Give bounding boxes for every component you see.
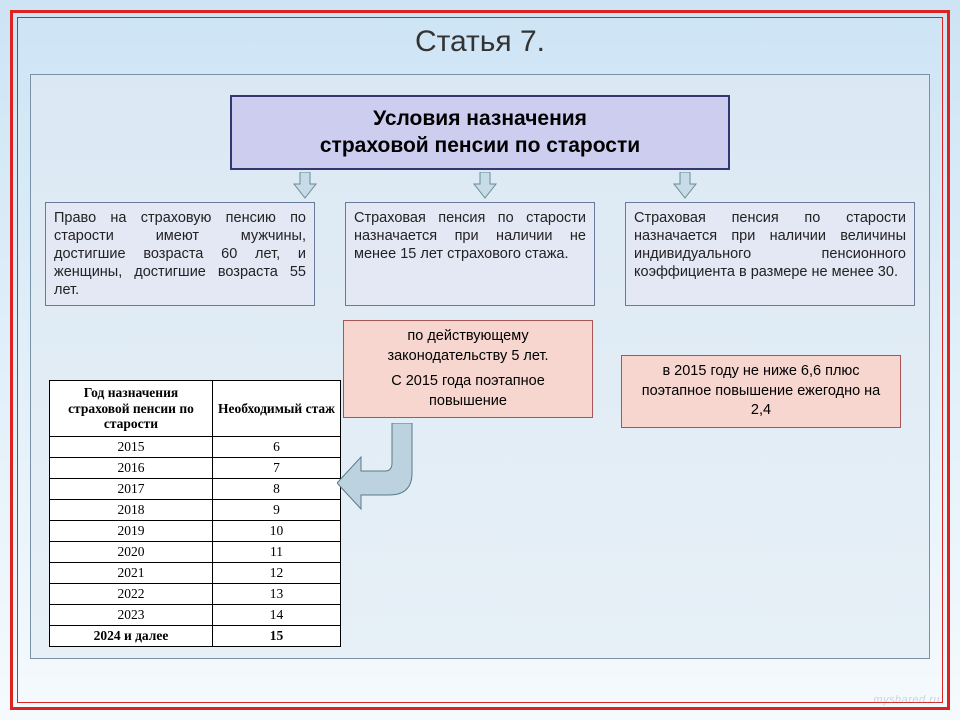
table-row: 20167 (50, 457, 341, 478)
table-row: 201910 (50, 520, 341, 541)
cell-stazh: 14 (212, 604, 340, 625)
cell-stazh: 9 (212, 499, 340, 520)
cell-stazh: 8 (212, 478, 340, 499)
note-coefficient: в 2015 году не ниже 6,6 плюс поэтапное п… (621, 355, 901, 428)
cell-stazh: 12 (212, 562, 340, 583)
stazh-table-wrap: Год назначения страховой пенсии по старо… (49, 380, 341, 647)
stazh-table: Год назначения страховой пенсии по старо… (49, 380, 341, 647)
content-panel: Условия назначения страховой пенсии по с… (30, 74, 930, 659)
table-row: 202314 (50, 604, 341, 625)
heading-line-1: Условия назначения (244, 105, 716, 132)
table-row: 202213 (50, 583, 341, 604)
cell-year: 2022 (50, 583, 213, 604)
down-arrow-icon (674, 172, 696, 198)
note-stazh: по действующему законодательству 5 лет. … (343, 320, 593, 418)
small-arrows-row (45, 172, 915, 200)
condition-coefficient: Страховая пенсия по старости назначается… (625, 202, 915, 307)
down-arrow-icon (294, 172, 316, 198)
table-row: 20189 (50, 499, 341, 520)
condition-stazh: Страховая пенсия по старости назначается… (345, 202, 595, 307)
cell-year: 2017 (50, 478, 213, 499)
cell-year: 2016 (50, 457, 213, 478)
cell-stazh: 13 (212, 583, 340, 604)
note-stazh-line2: С 2015 года поэтапное повышение (352, 372, 584, 411)
conditions-row: Право на страховую пенсию по старости им… (45, 202, 915, 307)
watermark: myshared.ru (873, 694, 940, 706)
cell-stazh: 10 (212, 520, 340, 541)
heading-line-2: страховой пенсии по старости (244, 132, 716, 159)
curved-arrow-icon (337, 423, 417, 513)
small-arrows-svg (45, 172, 915, 200)
cell-stazh: 15 (212, 625, 340, 646)
table-row: 20156 (50, 436, 341, 457)
table-col1-header: Год назначения страховой пенсии по старо… (50, 381, 213, 437)
cell-year: 2023 (50, 604, 213, 625)
note-stazh-line1: по действующему законодательству 5 лет. (352, 327, 584, 366)
table-row: 2024 и далее15 (50, 625, 341, 646)
cell-year: 2024 и далее (50, 625, 213, 646)
cell-year: 2019 (50, 520, 213, 541)
table-row: 202112 (50, 562, 341, 583)
cell-year: 2015 (50, 436, 213, 457)
down-arrow-icon (474, 172, 496, 198)
cell-year: 2021 (50, 562, 213, 583)
table-row: 20178 (50, 478, 341, 499)
cell-stazh: 7 (212, 457, 340, 478)
table-col2-header: Необходимый стаж (212, 381, 340, 437)
cell-year: 2020 (50, 541, 213, 562)
cell-stazh: 11 (212, 541, 340, 562)
table-row: 202011 (50, 541, 341, 562)
condition-age: Право на страховую пенсию по старости им… (45, 202, 315, 307)
cell-stazh: 6 (212, 436, 340, 457)
main-heading: Условия назначения страховой пенсии по с… (230, 95, 730, 170)
cell-year: 2018 (50, 499, 213, 520)
